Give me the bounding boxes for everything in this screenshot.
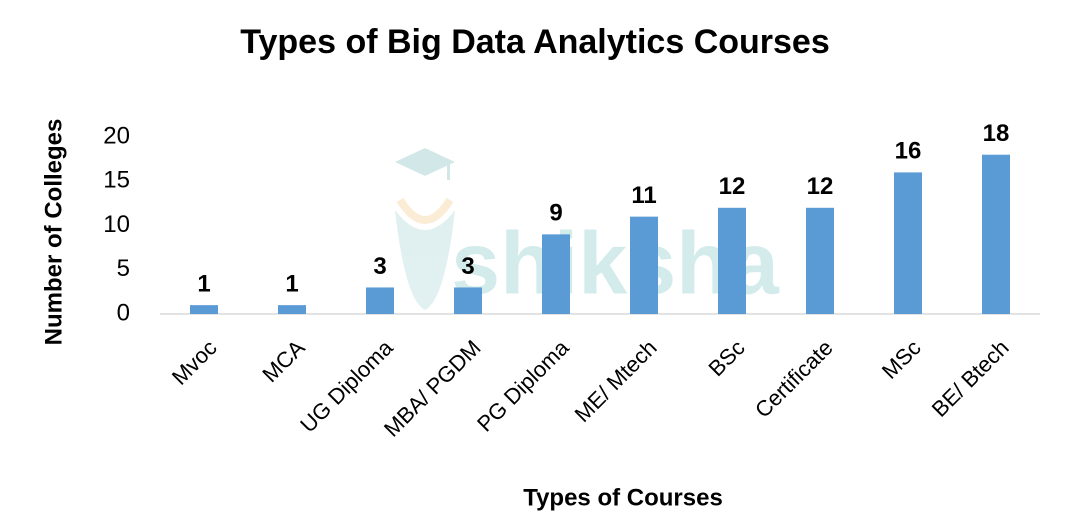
bar xyxy=(718,207,746,314)
y-tick-label: 0 xyxy=(117,299,130,326)
x-axis-title: Types of Courses xyxy=(523,484,723,511)
data-label: 3 xyxy=(461,253,474,280)
data-label: 16 xyxy=(895,138,922,165)
x-tick-label: BE/ Btech xyxy=(927,335,1014,422)
data-label: 12 xyxy=(807,173,834,200)
data-label: 11 xyxy=(631,182,656,209)
bar xyxy=(366,287,394,314)
y-tick-label: 15 xyxy=(103,167,130,194)
y-tick-label: 10 xyxy=(103,211,130,238)
x-tick-label: MCA xyxy=(257,335,309,387)
chart-title: Types of Big Data Analytics Courses xyxy=(240,23,830,61)
bar xyxy=(190,305,218,314)
y-tick-label: 5 xyxy=(117,255,130,282)
data-label: 18 xyxy=(983,120,1010,147)
watermark-icon xyxy=(395,148,455,310)
bar xyxy=(894,172,922,314)
x-tick-label: Certificate xyxy=(750,335,838,423)
bar xyxy=(630,216,658,314)
bar xyxy=(454,287,482,314)
data-label: 1 xyxy=(197,270,210,297)
x-tick-label: MSc xyxy=(877,335,926,384)
x-tick-label: ME/ Mtech xyxy=(570,335,662,427)
x-tick-label: Mvoc xyxy=(167,335,222,390)
y-tick-label: 20 xyxy=(103,122,130,149)
data-label: 9 xyxy=(549,200,562,227)
bar xyxy=(982,154,1010,314)
y-axis-title: Number of Colleges xyxy=(40,119,67,346)
x-tick-label: PG Diploma xyxy=(472,334,574,436)
data-label: 3 xyxy=(373,253,386,280)
data-label: 1 xyxy=(285,270,298,297)
bar xyxy=(806,207,834,314)
x-tick-label: BSc xyxy=(703,335,749,381)
bar xyxy=(278,305,306,314)
data-label: 12 xyxy=(719,173,746,200)
bar xyxy=(542,234,570,314)
